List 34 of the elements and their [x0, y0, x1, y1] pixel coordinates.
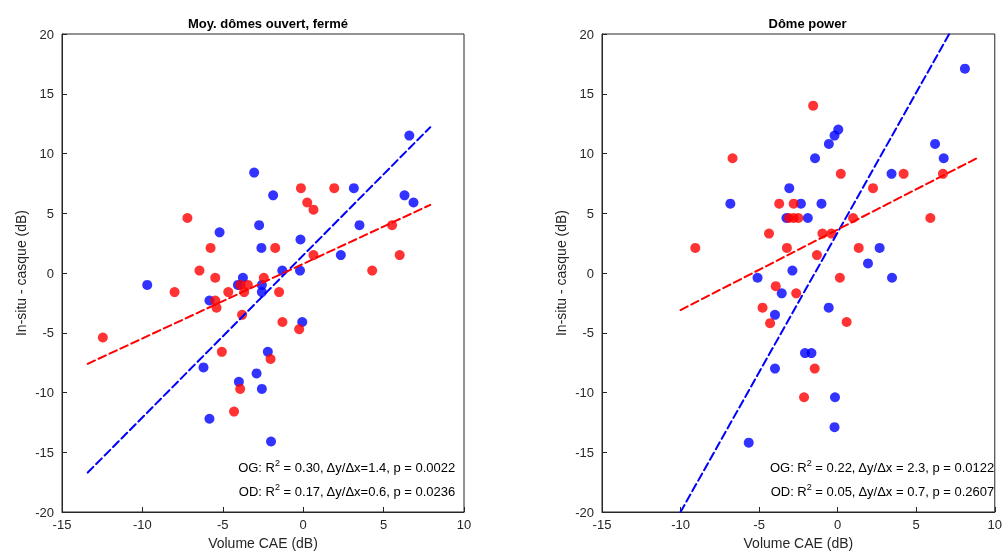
x-tick-label: -10: [671, 517, 690, 532]
x-axis-title: Volume CAE (dB): [208, 535, 318, 551]
y-tick-label: 5: [46, 205, 54, 221]
y-tick-label: 20: [579, 26, 594, 42]
y-axis-title: In-situ - casque (dB): [13, 209, 29, 337]
y-tick-label: 10: [579, 146, 594, 161]
y-tick-label: 0: [46, 265, 54, 281]
y-tick-label: -5: [42, 325, 54, 341]
chart-title: Moy. dômes ouvert, fermé: [187, 16, 349, 31]
x-tick-label: 10: [987, 517, 1002, 532]
y-tick-label: -15: [575, 444, 594, 460]
x-tick-label: 0: [834, 517, 842, 532]
y-tick-label: -5: [582, 325, 594, 341]
x-tick-label: -5: [217, 517, 229, 532]
y-tick-label: -20: [575, 504, 594, 520]
y-axis-title: In-situ - casque (dB): [553, 209, 569, 337]
y-tick-label: 20: [39, 26, 54, 42]
y-tick-label: -20: [35, 504, 54, 520]
y-tick-label: 5: [586, 205, 594, 221]
y-tick-label: 15: [39, 86, 54, 102]
x-tick-label: -10: [133, 517, 152, 532]
y-tick-label: -10: [575, 385, 594, 400]
y-tick-label: 15: [579, 86, 594, 102]
y-tick-label: -15: [35, 444, 54, 460]
x-tick-label: -5: [753, 517, 765, 532]
x-tick-label: 5: [912, 517, 920, 532]
x-tick-label: 0: [299, 517, 307, 532]
chart-title: Dôme power: [768, 16, 847, 31]
x-axis-title: Volume CAE (dB): [743, 535, 854, 551]
y-tick-label: -10: [35, 385, 54, 400]
y-tick-label: 10: [39, 146, 54, 161]
x-tick-label: 5: [379, 517, 388, 532]
y-tick-label: 0: [586, 265, 594, 281]
x-tick-label: 10: [456, 517, 472, 532]
